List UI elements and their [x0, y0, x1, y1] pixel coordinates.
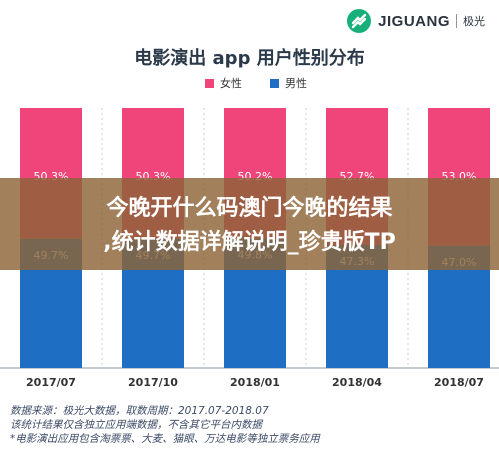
legend-label-female: 女性 [220, 77, 242, 90]
x-tick-label: 2017/10 [128, 376, 178, 389]
note-line-1: 数据来源：极光大数据，取数周期：2017.07-2018.07 [10, 405, 269, 417]
overlay-banner: 今晚开什么码澳门今晚的结果 ,统计数据详解说明_珍贵版TP [0, 178, 499, 270]
x-tick-label: 2017/07 [26, 376, 76, 389]
brand-sub: 极光 [463, 15, 485, 28]
chart-title: 电影演出 app 用户性别分布 [134, 48, 365, 69]
legend-label-male: 男性 [285, 77, 307, 90]
x-tick-label: 2018/07 [434, 376, 484, 389]
x-tick-label: 2018/01 [230, 376, 280, 389]
brand-name: JIGUANG [378, 12, 450, 30]
note-line-2: 该统计结果仅含独立应用端数据，不含其它平台内数据 [10, 419, 262, 431]
brand-logo: JIGUANG 极光 [346, 8, 485, 34]
overlay-line-2: ,统计数据详解说明_珍贵版TP [103, 230, 396, 255]
chart-notes: 数据来源：极光大数据，取数周期：2017.07-2018.07 该统计结果仅含独… [10, 404, 320, 446]
note-line-3: *电影演出应用包含淘票票、大麦、猫眼、万达电影等独立票务应用 [10, 433, 320, 445]
brand-divider [456, 14, 457, 28]
legend-item-female: 女性 [205, 75, 242, 91]
jiguang-logo-icon [347, 9, 372, 33]
legend-swatch-female [205, 78, 214, 88]
overlay-line-1: 今晚开什么码澳门今晚的结果 [106, 196, 393, 221]
legend-item-male: 男性 [270, 75, 307, 91]
x-tick-label: 2018/04 [332, 376, 382, 389]
chart-legend: 女性 男性 [205, 75, 307, 91]
legend-swatch-male [270, 78, 279, 88]
